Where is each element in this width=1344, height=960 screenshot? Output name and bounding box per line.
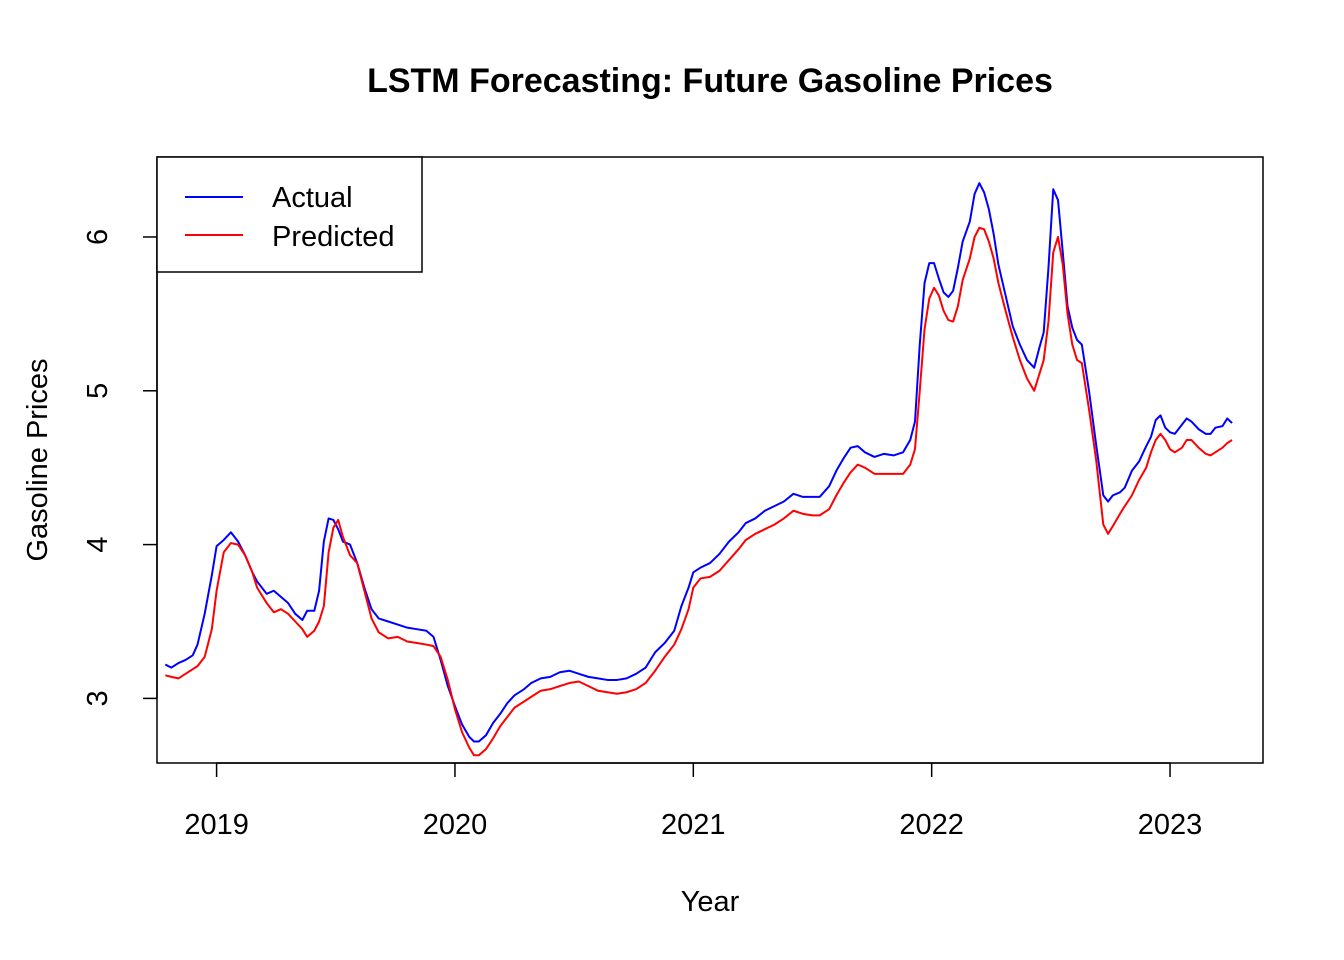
series-line-actual [164,182,1233,743]
legend-label-actual: Actual [272,182,353,214]
y-tick-label: 5 [82,383,114,399]
legend-label-predicted: Predicted [272,221,395,253]
x-tick-label: 2019 [184,809,249,841]
y-tick-label: 3 [82,690,114,706]
x-tick-label: 2020 [423,809,488,841]
legend-box [156,156,423,273]
y-tick-label: 4 [82,537,114,553]
x-tick-label: 2022 [899,809,964,841]
legend: Actual Predicted [156,156,423,273]
series-layer [164,182,1233,757]
y-tick-label: 6 [82,229,114,245]
x-tick-label: 2021 [661,809,726,841]
x-tick-label: 2023 [1138,809,1203,841]
x-axis-label: Year [681,886,740,918]
y-axis-label: Gasoline Prices [22,358,54,561]
series-line-predicted [165,226,1233,757]
x-axis: 2019 2020 2021 2022 2023 [184,762,1203,841]
chart-title: LSTM Forecasting: Future Gasoline Prices [367,62,1053,100]
y-axis: 3 4 5 6 [82,229,158,706]
